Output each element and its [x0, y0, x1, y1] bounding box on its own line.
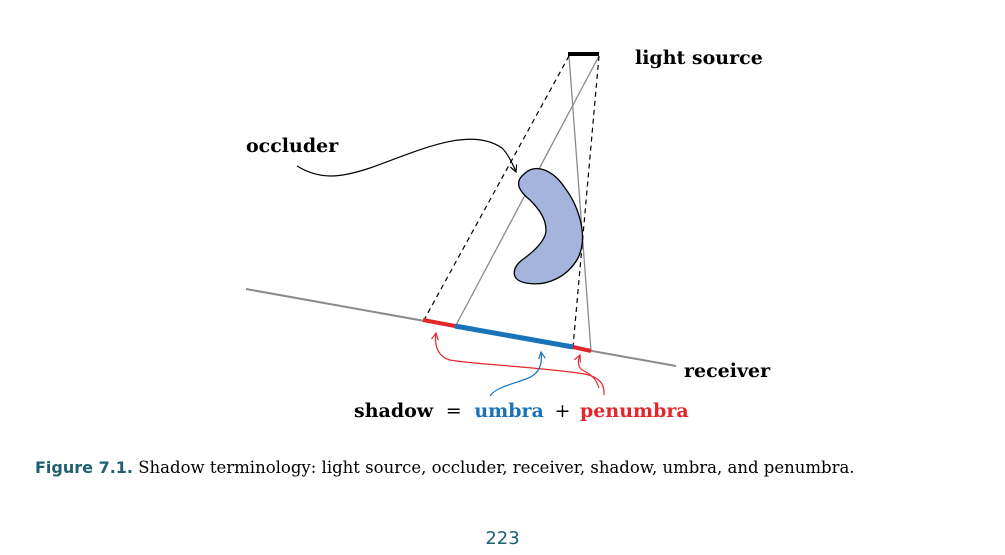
umbra-arrow [489, 352, 541, 397]
umbra-segment [454, 323, 574, 350]
equation-plus: + [554, 400, 570, 422]
penumbra-arrow-left [436, 333, 605, 396]
penumbra-arrow-right [578, 355, 600, 389]
occluder-label: occluder [246, 135, 339, 157]
figure-caption: Figure 7.1. Shadow terminology: light so… [35, 458, 995, 477]
shadow-equation: shadow = umbra + penumbra [354, 400, 689, 422]
equation-equals: = [446, 400, 462, 422]
penumbra-segment-left [422, 318, 456, 328]
figure-caption-label: Figure 7.1. [35, 458, 133, 477]
umbra-ray-right [568, 55, 592, 352]
figure-caption-text: Shadow terminology: light source, occlud… [138, 458, 855, 477]
occluder-arrow [296, 138, 516, 177]
page-number: 223 [485, 528, 520, 549]
light-source-label: light source [635, 47, 763, 69]
equation-penumbra: penumbra [580, 400, 689, 422]
penumbra-ray-right [572, 55, 600, 348]
occluder-shape [513, 168, 584, 285]
penumbra-segment-right [572, 345, 592, 353]
equation-umbra: umbra [474, 400, 544, 422]
receiver-label: receiver [684, 360, 771, 382]
equation-shadow: shadow [354, 400, 434, 422]
